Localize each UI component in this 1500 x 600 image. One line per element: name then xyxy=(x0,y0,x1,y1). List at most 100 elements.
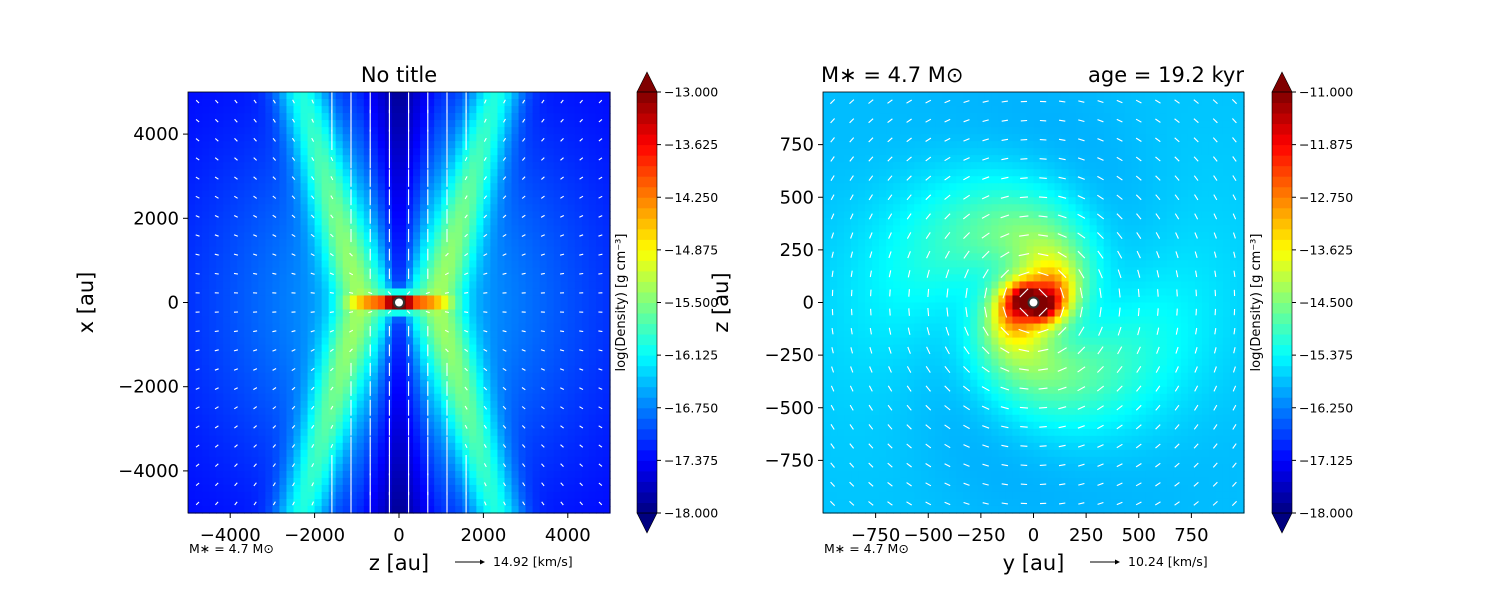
density-cell xyxy=(462,260,470,269)
density-cell xyxy=(581,449,590,458)
density-cell xyxy=(539,211,548,219)
density-cell xyxy=(356,330,365,339)
density-cell xyxy=(195,183,203,191)
colorbar-tick-label: −15.500 xyxy=(664,295,718,310)
density-cell xyxy=(406,379,414,388)
density-cell xyxy=(314,414,323,423)
density-cell xyxy=(321,372,330,381)
velocity-arrow xyxy=(272,501,276,506)
density-cell xyxy=(532,337,541,346)
density-cell xyxy=(504,288,513,297)
density-cell xyxy=(265,120,273,128)
density-cell xyxy=(490,407,499,416)
density-cell xyxy=(335,134,344,142)
density-cell xyxy=(602,428,611,437)
density-cell xyxy=(546,218,555,226)
density-cell xyxy=(209,470,217,479)
density-cell xyxy=(830,491,838,500)
density-cell xyxy=(462,246,470,254)
velocity-arrow xyxy=(253,501,257,506)
density-cell xyxy=(356,92,365,100)
density-cell xyxy=(893,407,901,416)
density-cell xyxy=(237,218,245,226)
density-cell xyxy=(413,190,421,198)
density-cell xyxy=(272,141,281,149)
velocity-arrow xyxy=(214,425,219,429)
density-cell xyxy=(830,428,838,437)
density-cell xyxy=(581,386,590,395)
velocity-arrow xyxy=(330,424,334,429)
density-cell xyxy=(370,351,379,360)
density-cell xyxy=(300,232,309,240)
density-cell xyxy=(872,316,880,325)
density-cell xyxy=(300,253,309,261)
density-cell xyxy=(307,246,316,254)
density-cell xyxy=(384,428,393,437)
density-cell xyxy=(279,141,288,149)
density-cell xyxy=(195,295,203,304)
density-cell xyxy=(907,281,915,290)
density-cell xyxy=(914,134,922,142)
density-cell xyxy=(886,470,894,479)
density-cell xyxy=(595,253,604,261)
density-cell xyxy=(851,92,859,100)
density-cell xyxy=(567,400,576,409)
density-cell xyxy=(872,463,880,472)
density-cell xyxy=(532,309,541,318)
density-cell xyxy=(602,456,611,465)
density-cell xyxy=(202,421,210,430)
density-cell xyxy=(851,456,859,465)
velocity-arrow xyxy=(521,444,526,448)
density-cell xyxy=(469,456,477,465)
density-cell xyxy=(483,428,492,437)
density-cell xyxy=(391,92,400,100)
density-cell xyxy=(511,281,520,290)
density-cell xyxy=(300,393,309,402)
density-cell xyxy=(230,449,238,458)
density-cell xyxy=(307,449,316,458)
velocity-arrow xyxy=(483,311,488,313)
density-cell xyxy=(209,379,217,388)
density-cell xyxy=(363,393,372,402)
velocity-arrow xyxy=(579,330,584,333)
density-cell xyxy=(483,183,492,191)
density-cell xyxy=(858,344,866,353)
density-cell xyxy=(216,99,224,107)
density-cell xyxy=(342,400,351,409)
density-cell xyxy=(307,176,316,184)
density-cell xyxy=(420,169,428,177)
density-cell xyxy=(384,491,393,500)
density-cell xyxy=(837,281,845,290)
density-cell xyxy=(300,498,309,507)
density-cell xyxy=(391,120,400,128)
density-cell xyxy=(844,134,852,142)
density-cell xyxy=(244,288,252,297)
density-cell xyxy=(391,414,400,423)
density-cell xyxy=(370,358,379,367)
density-cell xyxy=(560,337,569,346)
density-cell xyxy=(420,365,428,374)
density-cell xyxy=(483,190,492,198)
density-cell xyxy=(370,456,379,465)
density-cell xyxy=(567,372,576,381)
density-cell xyxy=(448,183,456,191)
colorbar-band xyxy=(637,376,657,388)
density-cell xyxy=(209,365,217,374)
density-cell xyxy=(279,463,288,472)
density-cell xyxy=(427,134,435,142)
density-cell xyxy=(406,127,414,135)
density-cell xyxy=(258,358,266,367)
density-cell xyxy=(356,169,365,177)
density-cell xyxy=(377,183,386,191)
density-cell xyxy=(223,449,231,458)
density-cell xyxy=(427,253,435,261)
density-cell xyxy=(823,134,831,142)
density-cell xyxy=(328,190,337,198)
density-cell xyxy=(279,372,288,381)
density-cell xyxy=(202,120,210,128)
colorbar-band xyxy=(637,123,657,135)
density-cell xyxy=(216,134,224,142)
density-cell xyxy=(546,498,555,507)
density-cell xyxy=(893,470,901,479)
density-cell xyxy=(286,351,295,360)
